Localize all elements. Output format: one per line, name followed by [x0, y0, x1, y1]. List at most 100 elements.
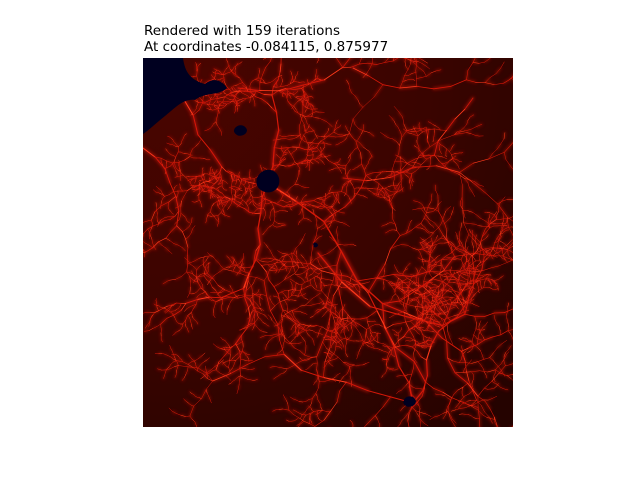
- filament-segment: [409, 289, 413, 292]
- filament-segment: [338, 326, 342, 329]
- filament-segment: [432, 249, 434, 252]
- filament-segment: [393, 179, 395, 183]
- filament-segment: [339, 293, 344, 309]
- filament-segment: [389, 200, 391, 205]
- filament-segment: [375, 176, 377, 180]
- filament-segment: [336, 279, 341, 295]
- filament-segment: [433, 262, 438, 268]
- filament-segment: [384, 186, 389, 189]
- filament-segment: [423, 241, 426, 244]
- filament-segment: [403, 295, 407, 297]
- filament-segment: [446, 252, 452, 257]
- filament-segment: [355, 167, 358, 169]
- filament-segment: [434, 245, 437, 248]
- filament-segment: [347, 283, 351, 286]
- filament-segment: [441, 255, 447, 260]
- filament-segment: [360, 158, 363, 165]
- filament-segment: [352, 168, 355, 170]
- filament-segment: [385, 192, 387, 196]
- filament-segment: [389, 197, 391, 200]
- filament-segment: [372, 171, 380, 174]
- filament-segment: [391, 193, 395, 196]
- filament-segment: [393, 282, 397, 284]
- filament-segment: [349, 169, 352, 171]
- title-iterations: Rendered with 159 iterations: [144, 23, 340, 39]
- filament-segment: [311, 272, 314, 275]
- filament-segment: [355, 139, 359, 143]
- filament-segment: [364, 282, 368, 284]
- filament-segment: [453, 276, 458, 280]
- filament-segment: [431, 250, 433, 253]
- filament-segment: [363, 169, 367, 176]
- filament-segment: [348, 157, 351, 163]
- filament-segment: [351, 327, 353, 332]
- filament-segment: [396, 190, 400, 193]
- filament-segment: [363, 195, 366, 198]
- filament-segment: [372, 188, 380, 190]
- filament-segment: [365, 175, 371, 179]
- filament-segment: [361, 187, 368, 190]
- filament-segment: [340, 272, 342, 276]
- filament-segment: [377, 187, 379, 190]
- filament-segment: [351, 330, 353, 334]
- filament-segment: [366, 188, 370, 191]
- filament-segment: [337, 327, 340, 330]
- filament-segment: [375, 273, 395, 279]
- filament-segment: [356, 289, 359, 292]
- filament-segment: [347, 154, 351, 159]
- filament-segment: [303, 270, 307, 273]
- filament-segment: [353, 187, 357, 190]
- filament-segment: [314, 268, 317, 271]
- filament-segment: [357, 136, 361, 140]
- filament-segment: [376, 192, 378, 195]
- filament-segment: [461, 280, 466, 283]
- filament-segment: [399, 298, 403, 300]
- filament-segment: [419, 237, 423, 240]
- filament-segment: [345, 125, 348, 131]
- filament-segment: [369, 156, 372, 160]
- filament-segment: [346, 282, 349, 285]
- filament-segment: [436, 235, 438, 238]
- filament-segment: [406, 169, 410, 172]
- filament-segment: [364, 337, 366, 341]
- filament-segment: [367, 281, 370, 283]
- filament-segment: [403, 306, 406, 310]
- filament-segment: [355, 141, 358, 148]
- filament-segment: [349, 180, 353, 186]
- filament-segment: [405, 304, 408, 311]
- filament-segment: [391, 314, 394, 317]
- filament-segment: [345, 343, 347, 347]
- filament-segment: [384, 187, 389, 191]
- filament-segment: [387, 189, 392, 192]
- filament-segment: [367, 161, 369, 164]
- filament-segment: [365, 196, 368, 199]
- filament-segment: [350, 333, 353, 337]
- filament-segment: [393, 184, 395, 188]
- filament-segment: [379, 171, 387, 173]
- filament-segment: [391, 206, 393, 209]
- filament-segment: [376, 175, 379, 178]
- filament-segment: [358, 164, 361, 167]
- filament-segment: [377, 173, 381, 176]
- filament-segment: [342, 167, 346, 170]
- filament-segment: [433, 248, 435, 250]
- filament-segment: [328, 169, 332, 172]
- filament-segment: [393, 187, 397, 190]
- filament-segment: [323, 220, 342, 252]
- filament-segment: [321, 265, 324, 269]
- filament-segment: [368, 190, 371, 192]
- filament-segment: [393, 273, 413, 278]
- filament-segment: [429, 263, 433, 266]
- filament-segment: [468, 256, 471, 262]
- filament-segment: [361, 287, 364, 289]
- filament-segment: [345, 161, 350, 166]
- filament-segment: [318, 261, 320, 265]
- fractal-image: [143, 58, 513, 427]
- filament-segment: [303, 257, 307, 262]
- filament-segment: [457, 279, 462, 281]
- filament-segment: [319, 263, 322, 267]
- filament-segment: [425, 251, 429, 254]
- filament-segment: [370, 343, 374, 345]
- filament-segment: [379, 189, 382, 192]
- filament-segment: [369, 325, 373, 328]
